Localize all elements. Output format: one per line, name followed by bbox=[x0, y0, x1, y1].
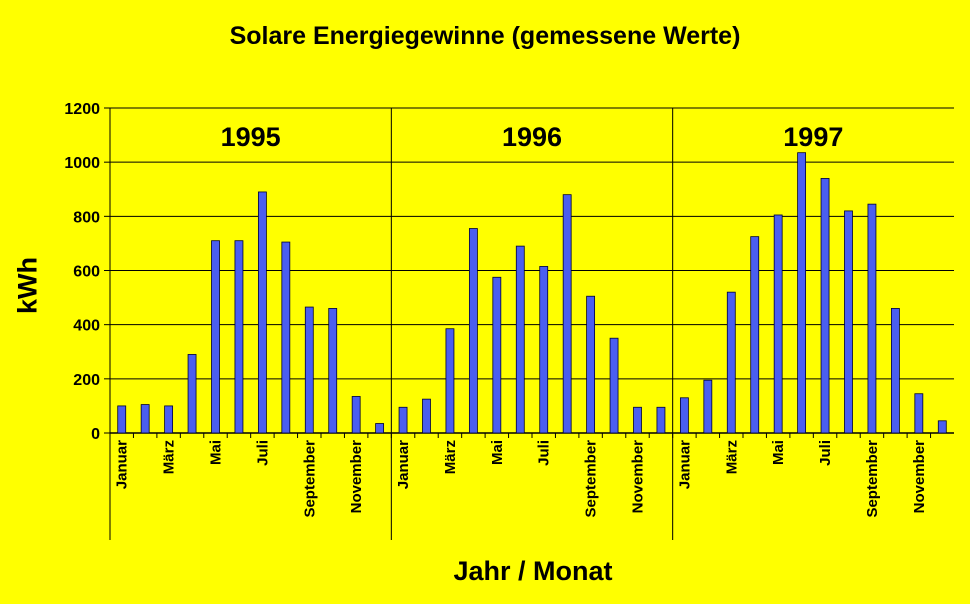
x-tick-label: November bbox=[348, 440, 365, 514]
year-label: 1996 bbox=[502, 122, 562, 152]
x-tick-label: November bbox=[911, 440, 928, 514]
bar bbox=[234, 240, 244, 434]
bar bbox=[773, 214, 783, 434]
bar bbox=[422, 398, 431, 434]
bar bbox=[937, 420, 947, 434]
x-tick-label: Juli bbox=[536, 440, 553, 466]
x-tick-label: Mai bbox=[770, 440, 787, 465]
bar bbox=[867, 203, 877, 434]
x-tick-label: Januar bbox=[676, 440, 693, 489]
y-tick-label: 1200 bbox=[64, 101, 100, 118]
x-tick-label: März bbox=[442, 440, 459, 474]
bar bbox=[492, 276, 502, 434]
x-tick-label: September bbox=[301, 440, 318, 518]
bar bbox=[515, 245, 525, 434]
x-axis-title: Jahr / Monat bbox=[453, 556, 613, 586]
bar bbox=[914, 393, 924, 434]
bar bbox=[117, 405, 127, 434]
y-tick-label: 800 bbox=[73, 209, 100, 226]
x-tick-label: März bbox=[723, 440, 740, 474]
x-tick-label: Juli bbox=[254, 440, 271, 466]
bar bbox=[539, 266, 549, 434]
bar bbox=[844, 210, 853, 434]
y-tick-label: 200 bbox=[73, 372, 100, 389]
bar bbox=[375, 423, 385, 434]
x-tick-label: März bbox=[161, 440, 178, 474]
bar bbox=[656, 406, 666, 434]
bar bbox=[890, 308, 900, 434]
y-tick-label: 400 bbox=[73, 318, 100, 335]
bar bbox=[328, 308, 338, 434]
bar bbox=[257, 191, 267, 434]
bar bbox=[468, 228, 478, 434]
y-tick-label: 600 bbox=[73, 264, 100, 281]
x-tick-label: Januar bbox=[114, 440, 131, 489]
bar bbox=[187, 354, 197, 434]
bar bbox=[304, 306, 314, 434]
y-tick-label: 1000 bbox=[64, 155, 100, 172]
bar bbox=[703, 379, 713, 434]
bar bbox=[586, 295, 596, 434]
bar bbox=[679, 397, 689, 434]
x-tick-label: September bbox=[583, 440, 600, 518]
bar bbox=[726, 291, 736, 434]
year-label: 1995 bbox=[221, 122, 281, 152]
y-tick-label: 0 bbox=[91, 426, 100, 443]
x-tick-label: Januar bbox=[395, 440, 412, 489]
bar bbox=[398, 406, 408, 434]
x-tick-label: Mai bbox=[208, 440, 225, 465]
bar bbox=[211, 240, 220, 434]
bar bbox=[562, 194, 572, 434]
x-tick-label: November bbox=[630, 440, 647, 514]
bar bbox=[445, 328, 455, 434]
bar bbox=[797, 152, 807, 434]
bar bbox=[633, 406, 642, 434]
bar bbox=[281, 241, 291, 434]
year-label: 1997 bbox=[783, 122, 843, 152]
x-tick-label: Mai bbox=[489, 440, 506, 465]
bar bbox=[750, 236, 760, 434]
x-tick-label: September bbox=[864, 440, 881, 518]
bar bbox=[609, 337, 619, 434]
bar bbox=[820, 178, 830, 434]
chart-title: Solare Energiegewinne (gemessene Werte) bbox=[229, 22, 741, 50]
bar bbox=[164, 405, 174, 434]
bar bbox=[140, 404, 150, 434]
bar bbox=[351, 396, 361, 434]
x-tick-label: Juli bbox=[817, 440, 834, 466]
